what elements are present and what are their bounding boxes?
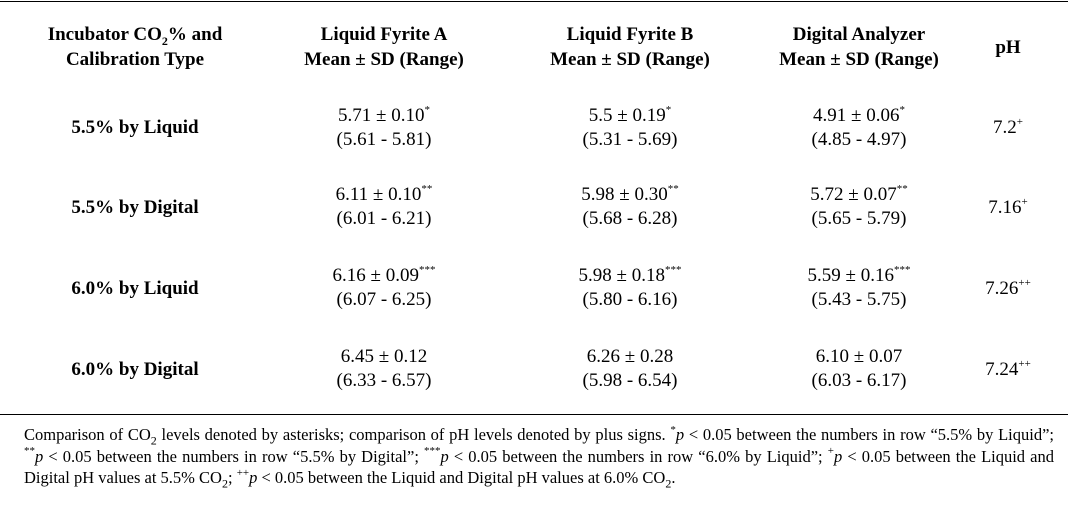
table-cell-ph: 7.26++ <box>985 276 1031 299</box>
table-cell-fyrite-b: 6.26 ± 0.28 (5.98 - 6.54) <box>582 346 678 391</box>
row-label: 5.5% by Liquid <box>71 117 199 138</box>
header-liquid-fyrite-b: Liquid Fyrite B Mean ± SD (Range) <box>550 24 710 70</box>
table-cell-fyrite-a: 6.11 ± 0.10** (6.01 - 6.21) <box>335 182 433 229</box>
table-footnote: Comparison of CO2 levels denoted by aste… <box>24 423 1054 491</box>
table-cell-fyrite-a: 6.16 ± 0.09*** (6.07 - 6.25) <box>332 263 436 310</box>
table-bottom-rule <box>0 414 1068 415</box>
table-cell-fyrite-a: 6.45 ± 0.12 (6.33 - 6.57) <box>336 346 432 391</box>
table-cell-digital: 5.72 ± 0.07** (5.65 - 5.79) <box>810 182 908 229</box>
table-cell-digital: 6.10 ± 0.07 (6.03 - 6.17) <box>811 346 907 391</box>
table-cell-fyrite-b: 5.5 ± 0.19* (5.31 - 5.69) <box>582 103 678 150</box>
table-cell-ph: 7.24++ <box>985 357 1031 380</box>
table-cell-fyrite-b: 5.98 ± 0.18*** (5.80 - 6.16) <box>578 263 682 310</box>
row-label: 5.5% by Digital <box>71 197 199 218</box>
table-top-rule <box>0 1 1068 2</box>
header-liquid-fyrite-a: Liquid Fyrite A Mean ± SD (Range) <box>304 24 464 70</box>
table-cell-fyrite-a: 5.71 ± 0.10* (5.61 - 5.81) <box>336 103 432 150</box>
row-label: 6.0% by Digital <box>71 359 199 380</box>
header-digital-analyzer: Digital Analyzer Mean ± SD (Range) <box>779 24 939 70</box>
table-cell-digital: 4.91 ± 0.06* (4.85 - 4.97) <box>811 103 907 150</box>
table-cell-fyrite-b: 5.98 ± 0.30** (5.68 - 6.28) <box>581 182 679 229</box>
row-label: 6.0% by Liquid <box>71 278 199 299</box>
table-cell-digital: 5.59 ± 0.16*** (5.43 - 5.75) <box>807 263 911 310</box>
header-ph: pH <box>995 36 1021 58</box>
table-cell-ph: 7.2+ <box>993 115 1023 138</box>
table-cell-ph: 7.16+ <box>988 195 1028 218</box>
header-calibration-type: Incubator CO2% and Calibration Type <box>47 24 223 70</box>
